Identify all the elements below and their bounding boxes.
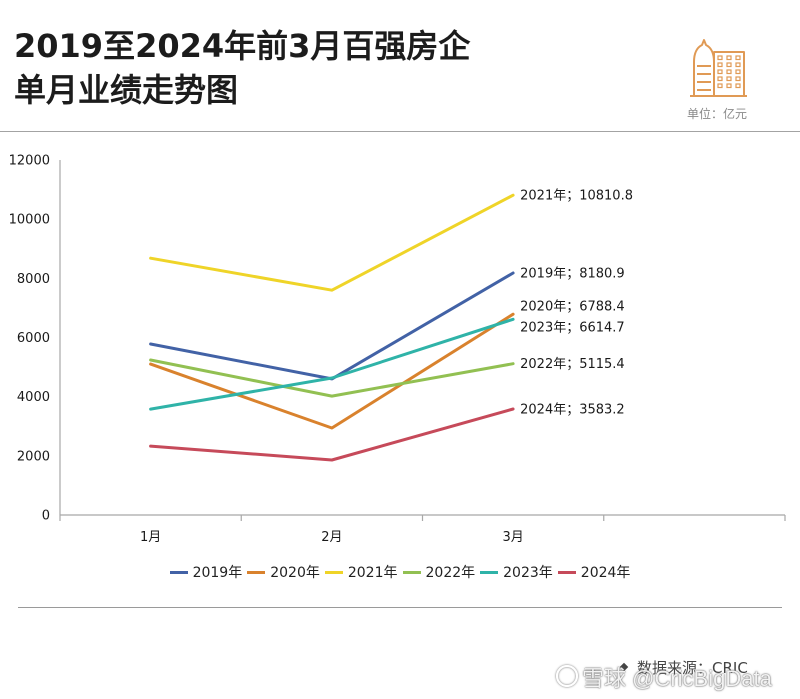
series-line-2022 [149, 358, 515, 398]
legend-swatch [324, 570, 343, 574]
chart-legend: 2019年 2020年 2021年 2022年 2023年 2024年 [0, 561, 800, 583]
data-label-2019: 2019年；8180.9 [520, 266, 625, 281]
x-tick-label: 2月 [321, 530, 342, 545]
data-label-2021: 2021年；10810.8 [520, 189, 633, 204]
legend-label: 2024年 [580, 565, 631, 581]
legend-swatch [247, 570, 266, 574]
legend-label: 2022年 [425, 565, 476, 581]
legend-item-2023: 2023年 [480, 561, 553, 583]
legend-item-2024: 2024年 [557, 561, 631, 583]
y-tick-label: 8000 [17, 272, 50, 287]
y-tick-label: 2000 [17, 449, 50, 464]
chart-title-line-1: 2019至2024年前3月百强房企 [14, 27, 471, 65]
x-tick-label: 1月 [140, 530, 161, 545]
legend-swatch [557, 570, 576, 574]
data-label-2023: 2023年；6614.7 [520, 321, 625, 336]
series-line-2023 [149, 317, 515, 411]
footer-divider [18, 607, 782, 608]
chart-title-line-2: 单月业绩走势图 [14, 71, 239, 109]
y-tick-label: 0 [42, 509, 50, 524]
y-tick-label: 6000 [17, 331, 50, 346]
series-line-2024 [149, 407, 515, 462]
chart-title: 2019至2024年前3月百强房企 单月业绩走势图 [14, 24, 470, 112]
x-tick-label: 3月 [502, 530, 523, 545]
legend-swatch [480, 570, 499, 574]
line-chart: 0 2000 4000 6000 8000 10000 12000 1月 2月 3月 2021年；1… [9, 154, 786, 545]
y-tick-label: 10000 [9, 213, 50, 228]
unit-label: 单位：亿元 [687, 107, 748, 121]
legend-item-2020: 2020年 [247, 561, 320, 583]
header-divider [0, 131, 800, 132]
series-line-2020 [149, 312, 515, 430]
legend-swatch [402, 570, 421, 574]
watermark-logo-icon [556, 665, 578, 687]
legend-swatch [169, 570, 188, 574]
data-label-2022: 2022年；5115.4 [520, 357, 625, 372]
data-source: 数据来源：CRIC [637, 659, 748, 677]
data-label-2024: 2024年；3583.2 [520, 402, 625, 417]
y-tick-label: 4000 [17, 390, 50, 405]
y-tick-label: 12000 [9, 154, 50, 169]
legend-label: 2021年 [347, 565, 398, 581]
building-icon [690, 39, 747, 97]
legend-label: 2023年 [503, 565, 553, 581]
watermark-text: 雪球 @CricBigData [582, 666, 772, 691]
legend-label: 2020年 [270, 565, 320, 581]
series-line-2021 [149, 193, 515, 292]
data-label-2020: 2020年；6788.4 [520, 300, 625, 315]
legend-item-2022: 2022年 [402, 561, 476, 583]
legend-item-2019: 2019年 [169, 561, 243, 583]
legend-label: 2019年 [192, 565, 243, 581]
legend-item-2021: 2021年 [324, 561, 398, 583]
